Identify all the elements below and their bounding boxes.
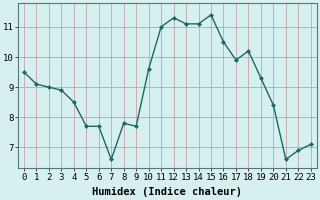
X-axis label: Humidex (Indice chaleur): Humidex (Indice chaleur) (92, 187, 242, 197)
